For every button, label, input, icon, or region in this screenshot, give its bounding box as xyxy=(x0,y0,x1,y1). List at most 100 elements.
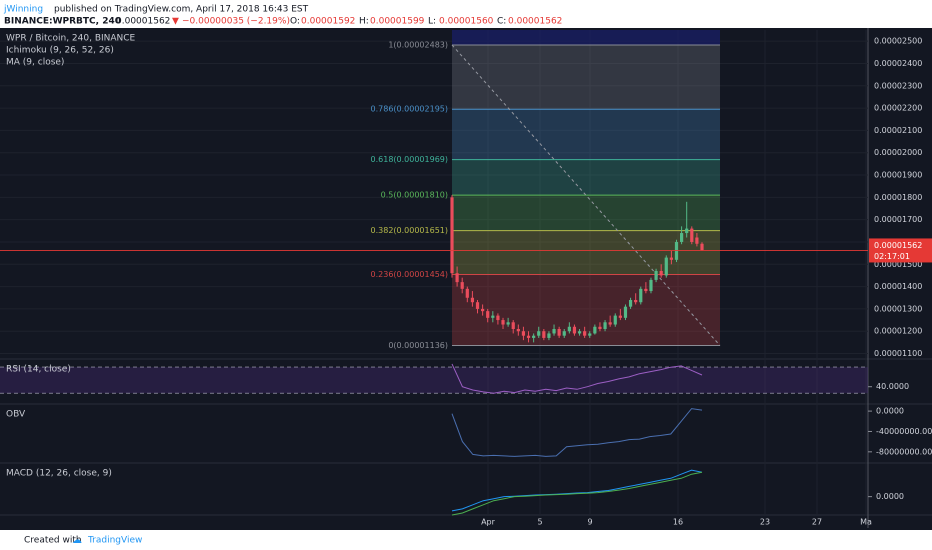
y-tick-label: 0.00002400 xyxy=(874,59,922,68)
chart-title: WPR / Bitcoin, 240, BINANCE xyxy=(6,34,136,44)
last: 0.00001562 xyxy=(116,17,170,27)
candle-body xyxy=(496,315,500,321)
change: −0.00000035 (−2.19%) xyxy=(182,17,290,27)
y-tick-label: 0.00002000 xyxy=(874,148,922,157)
pane-title: RSI (14, close) xyxy=(6,365,71,375)
candle-body xyxy=(685,228,689,234)
fib-label: 0.786(0.00002195) xyxy=(371,105,449,114)
y-tick-label: -40000000.0000 xyxy=(876,427,932,436)
ohlc-value: 0.00001560 xyxy=(439,17,494,27)
ohlc-label: L: xyxy=(428,17,436,27)
y-tick-label: 0.00001400 xyxy=(874,282,922,291)
fib-label: 0.236(0.00001454) xyxy=(371,270,449,279)
candle-body xyxy=(572,326,577,334)
y-tick-label: 0.00001800 xyxy=(874,193,922,202)
indicator-line xyxy=(451,471,703,516)
candle-body xyxy=(557,328,561,336)
y-tick-label: 0.00002500 xyxy=(874,37,922,46)
author[interactable]: jWinning xyxy=(3,5,43,15)
published: published on TradingView.com, April 17, … xyxy=(54,5,309,15)
fib-label: 0.5(0.00001810) xyxy=(381,191,448,200)
ohlc-value: 0.00001562 xyxy=(508,17,562,27)
indicator-line xyxy=(451,408,703,457)
candle-body xyxy=(700,243,704,251)
x-tick-label: 16 xyxy=(673,518,683,527)
fib-band xyxy=(452,159,720,196)
indicator-line xyxy=(451,469,703,512)
candle-body xyxy=(506,322,510,325)
candle-body xyxy=(628,299,633,307)
fib-label: 0.382(0.00001651) xyxy=(371,226,449,235)
y-tick-label: 0.00001700 xyxy=(874,215,922,224)
candle-body xyxy=(659,270,663,276)
ohlc-label: H: xyxy=(359,17,369,27)
candle-body xyxy=(470,297,475,303)
candle-body xyxy=(552,328,556,334)
candle-body xyxy=(542,331,546,338)
candle-body xyxy=(639,288,643,303)
candle-body xyxy=(679,233,684,242)
candle-body xyxy=(634,299,638,303)
candle-body xyxy=(583,331,587,336)
y-tick-label: -80000000.0000 xyxy=(876,447,932,456)
candle-body xyxy=(623,306,628,318)
candle-body xyxy=(598,326,602,329)
candle-body xyxy=(618,315,622,318)
candle-body xyxy=(654,270,658,280)
candle-body xyxy=(644,288,648,292)
candle-body xyxy=(608,322,612,325)
y-tick-label: 0.00001300 xyxy=(874,304,922,313)
symbol: BINANCE:WPRBTC, 240 xyxy=(4,17,121,27)
fib-band xyxy=(452,195,720,231)
candle-body xyxy=(455,273,459,283)
indicator-label: Ichimoku (9, 26, 52, 26) xyxy=(6,46,114,56)
candle-body xyxy=(521,331,526,336)
footer-created: Created with xyxy=(24,536,82,546)
y-tick-label: 0.0000 xyxy=(876,407,904,416)
candle-body xyxy=(486,311,490,318)
arrow: ▼ xyxy=(172,17,179,27)
last-price-label: 0.00001562 xyxy=(874,241,922,250)
candle-body xyxy=(526,335,531,338)
candle-body xyxy=(537,331,541,336)
indicator-line xyxy=(451,363,703,394)
fib-trend xyxy=(451,44,721,346)
fib-label: 0(0.00001136) xyxy=(388,341,448,350)
candle-body xyxy=(664,257,668,276)
ohlc-label: C: xyxy=(497,17,506,27)
candle-body xyxy=(669,257,673,260)
candle-body xyxy=(547,333,551,338)
candle-body xyxy=(450,197,454,274)
candle-body xyxy=(511,322,515,329)
candle-body xyxy=(567,326,571,332)
y-tick-label: 40.0000 xyxy=(876,382,909,391)
indicator-label: MA (9, close) xyxy=(6,58,64,68)
ohlc-value: 0.00001599 xyxy=(370,17,425,27)
candle-body xyxy=(481,308,485,312)
ohlc-value: 0.00001592 xyxy=(301,17,355,27)
candle-body xyxy=(460,282,464,289)
x-tick-label: 23 xyxy=(760,518,770,527)
candle-body xyxy=(532,335,536,338)
x-tick-label: 27 xyxy=(812,518,822,527)
y-tick-label: 0.0000 xyxy=(876,492,904,501)
fib-band xyxy=(452,44,720,110)
pane-title: MACD (12, 26, close, 9) xyxy=(6,469,112,479)
candle-body xyxy=(491,315,495,318)
candle-body xyxy=(465,288,469,298)
footer-logo: ☁ xyxy=(72,535,82,546)
y-tick-label: 0.00001200 xyxy=(874,327,922,336)
candle-body xyxy=(475,302,480,309)
y-tick-label: 0.00001900 xyxy=(874,171,922,180)
x-tick-label: 9 xyxy=(587,518,592,527)
candle-body xyxy=(501,320,505,325)
x-tick-label: Ma xyxy=(860,518,872,527)
countdown: 02:17:01 xyxy=(874,252,910,261)
candle-body xyxy=(695,237,699,244)
fib-label: 1(0.00002483) xyxy=(388,40,448,49)
fib-label: 0.618(0.00001969) xyxy=(371,155,449,164)
fib-band xyxy=(452,230,720,275)
ohlc-label: O: xyxy=(290,17,300,27)
footer-brand[interactable]: TradingView xyxy=(87,536,142,546)
